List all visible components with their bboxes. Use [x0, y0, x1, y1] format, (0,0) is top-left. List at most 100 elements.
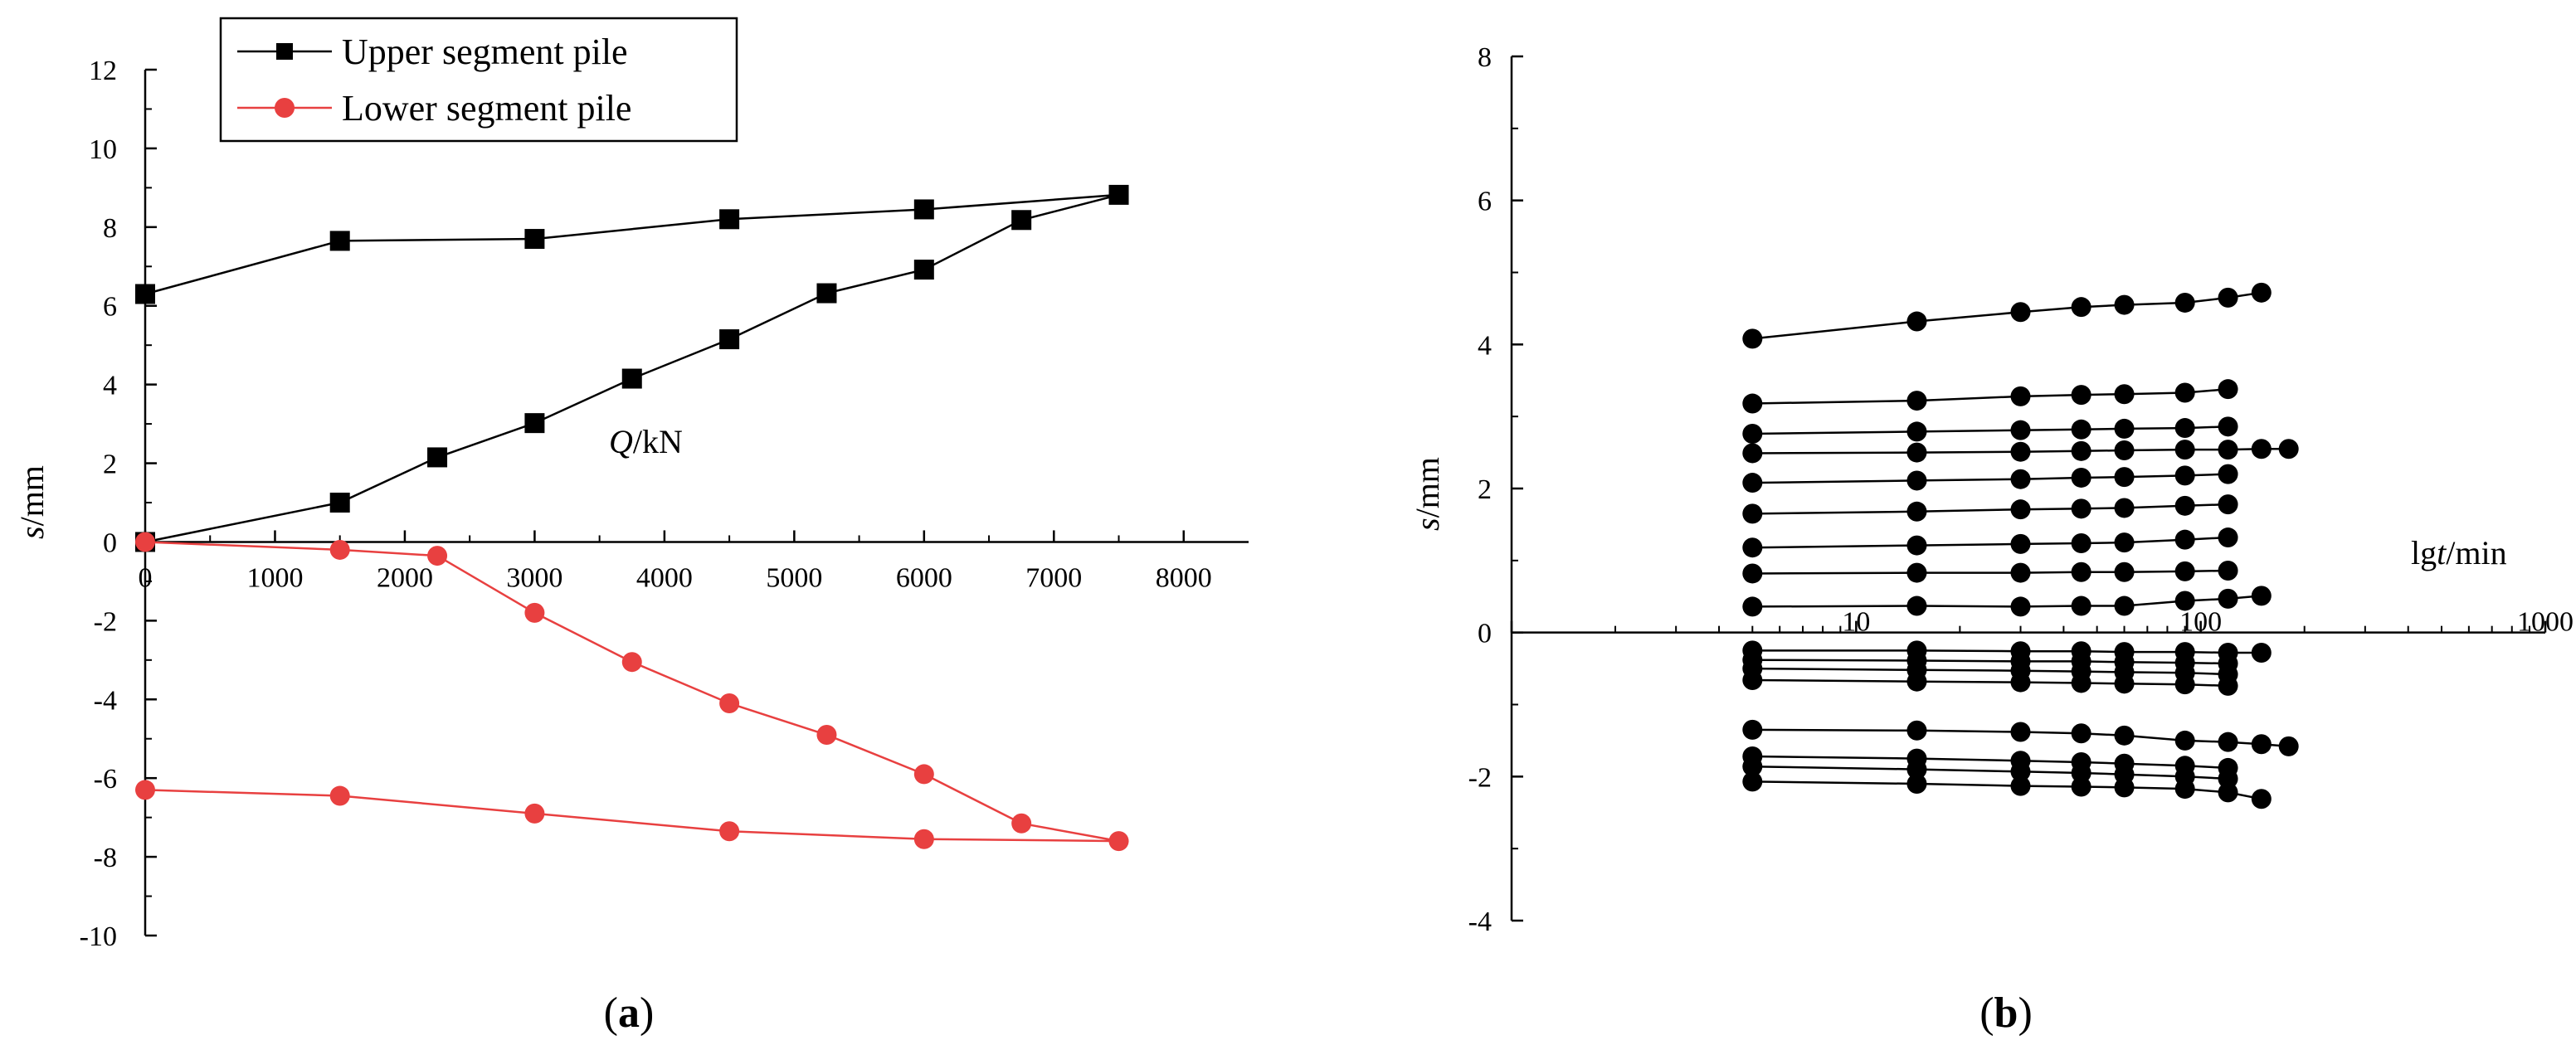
chart-a-ytick-label: -6	[94, 764, 117, 795]
chart-b-point	[2278, 439, 2299, 459]
chart-b-panel-letter: b	[1994, 989, 2018, 1037]
chart-b-point	[2174, 529, 2195, 550]
chart-a-point-lower	[329, 539, 350, 560]
chart-b-series-line	[1752, 387, 2228, 405]
chart-a-panel-paren-close: )	[640, 989, 654, 1037]
chart-b-point	[1742, 771, 1763, 792]
chart-b-series-line	[1752, 425, 2228, 435]
chart-a-point-lower	[913, 829, 934, 849]
chart-b-xlabel-var: t	[2437, 534, 2447, 571]
chart-b-point	[2071, 467, 2091, 488]
chart-a-point-upper	[621, 368, 642, 389]
chart-b-point	[2010, 441, 2031, 462]
chart-b-axes: -4 -2 0 2 4 6 8 10 100 1000	[1468, 42, 2574, 937]
chart-b-series-line	[1752, 678, 2228, 688]
chart-b-point	[2218, 379, 2238, 400]
chart-a-ylabel-var: s	[13, 526, 51, 539]
legend-label-lower: Lower segment pile	[342, 88, 631, 129]
chart-b-series-line	[1752, 755, 2228, 770]
chart-b-series	[1742, 282, 2299, 809]
chart-a-point-lower	[913, 764, 934, 785]
chart-b-panel-paren-open: (	[1979, 989, 1994, 1037]
chart-b-point	[2010, 775, 2031, 796]
chart-b-point	[1906, 470, 1927, 491]
chart-a-point-lower	[329, 785, 350, 806]
chart-b-point	[2174, 674, 2195, 695]
chart-a-series-line-upper	[144, 193, 1119, 543]
chart-b-point	[2174, 561, 2195, 581]
chart-b-point	[2071, 419, 2091, 440]
chart-b-point	[2278, 736, 2299, 756]
chart-b-xtick-label: 1000	[2517, 607, 2574, 638]
chart-a-ytick-label: 10	[89, 134, 117, 165]
chart-b-point	[2071, 673, 2091, 693]
chart-b-point	[2218, 494, 2238, 515]
chart-a-point-upper	[135, 284, 155, 304]
chart-a-xlabel-unit: /kN	[633, 423, 683, 460]
chart-a-ylabel-unit: /mm	[13, 465, 51, 526]
chart-b-point	[2251, 439, 2272, 459]
chart-a-ytick-label: 0	[103, 527, 117, 558]
chart-b-point	[1742, 596, 1763, 617]
chart-b-ytick-label: 0	[1478, 619, 1492, 649]
chart-b-ytick-label: -4	[1468, 907, 1492, 937]
chart-a-point-lower	[427, 546, 448, 566]
chart-b-point	[2010, 722, 2031, 742]
legend-marker-upper	[276, 43, 293, 60]
chart-b-panel-paren-close: )	[2018, 989, 2032, 1037]
chart-a-xtick-label: 5000	[766, 562, 822, 593]
chart-b-point	[2114, 467, 2135, 488]
chart-a-point-upper	[524, 229, 545, 250]
chart-a-xtick-label: 1000	[246, 562, 303, 593]
chart-b-point	[2071, 498, 2091, 519]
chart-a-axes: -10 -8 -6 -4 -2 0 2 4 6 8 10 12 0 1000 2000 3000 4000 500…	[80, 56, 1249, 952]
chart-b-point	[1906, 595, 1927, 616]
chart-a-xlabel: Q/kN	[609, 423, 683, 460]
chart-b-point	[2114, 440, 2135, 460]
chart-b-series-line	[1752, 473, 2228, 484]
chart-a-xtick-label: 4000	[636, 562, 693, 593]
chart-a-point-upper	[427, 447, 448, 468]
chart-b-series-line	[1752, 667, 2228, 676]
chart-b-point	[2218, 560, 2238, 581]
chart-b-point	[1906, 535, 1927, 556]
chart-a-point-lower	[719, 693, 740, 714]
chart-b-point	[1742, 328, 1763, 349]
chart-b-point	[2174, 418, 2195, 439]
chart-a-xtick-label: 6000	[896, 562, 952, 593]
chart-b-point	[2251, 642, 2272, 663]
chart-a-xtick-label: 3000	[506, 562, 562, 593]
chart-a-ytick-label: 4	[103, 371, 117, 401]
chart-b-series-line	[1752, 659, 2228, 665]
chart-b-point	[1742, 719, 1763, 740]
chart-b-point	[1906, 562, 1927, 583]
chart-a-point-lower	[1011, 813, 1032, 834]
chart-b-point	[2114, 673, 2135, 694]
chart-b-point	[2174, 779, 2195, 800]
chart-a-ytick-label: -8	[94, 843, 117, 873]
chart-b-point	[2071, 532, 2091, 553]
chart-b-point	[1906, 774, 1927, 795]
chart-b-point	[2218, 732, 2238, 752]
chart-a-xtick-label: 8000	[1156, 562, 1212, 593]
chart-b-point	[2218, 287, 2238, 308]
chart-b-point	[2114, 777, 2135, 798]
chart-a-series	[135, 184, 1129, 852]
chart-a-point-lower	[135, 780, 155, 800]
chart-a-ytick-label: -2	[94, 606, 117, 637]
chart-a-point-lower	[524, 803, 545, 824]
chart-b-point	[1742, 563, 1763, 584]
chart-b-series-line	[1752, 569, 2228, 575]
chart-b-point	[2010, 302, 2031, 323]
chart-b-point	[2010, 533, 2031, 554]
chart-b-point	[2251, 789, 2272, 809]
chart-b-point	[2114, 294, 2135, 315]
chart-b-point	[2174, 591, 2195, 611]
chart-b-panel-label: (b)	[1979, 989, 2033, 1037]
chart-b-point	[2218, 768, 2238, 789]
chart-b-point	[2251, 586, 2272, 606]
chart-b-series-line	[1752, 536, 2228, 549]
chart-b-point	[2218, 675, 2238, 696]
chart-b-point	[2010, 672, 2031, 693]
chart-b-point	[2218, 588, 2238, 609]
